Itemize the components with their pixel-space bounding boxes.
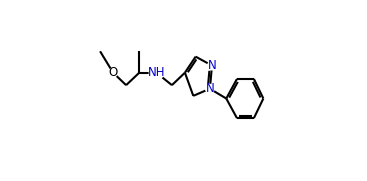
Circle shape <box>206 85 214 93</box>
Circle shape <box>149 66 164 80</box>
Text: O: O <box>109 66 118 79</box>
Text: N: N <box>206 82 214 95</box>
Text: NH: NH <box>148 66 165 79</box>
Text: N: N <box>208 59 217 72</box>
Circle shape <box>208 61 216 70</box>
Circle shape <box>109 68 117 77</box>
